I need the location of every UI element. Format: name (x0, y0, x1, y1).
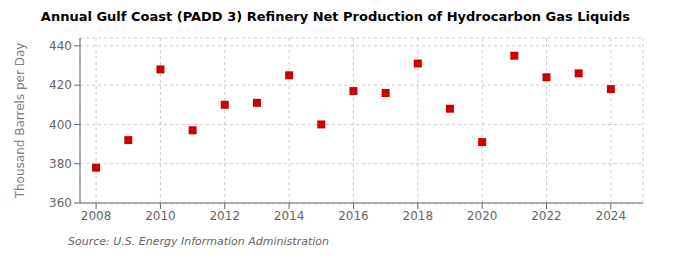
svg-text:Thousand Barrels per Day: Thousand Barrels per Day (13, 43, 27, 200)
svg-text:400: 400 (49, 118, 72, 132)
svg-text:440: 440 (49, 39, 72, 53)
svg-text:2016: 2016 (338, 209, 369, 223)
svg-text:2018: 2018 (403, 209, 434, 223)
svg-text:2024: 2024 (596, 209, 627, 223)
svg-text:2008: 2008 (81, 209, 112, 223)
svg-text:360: 360 (49, 196, 72, 210)
svg-text:2014: 2014 (274, 209, 305, 223)
html-text:Annual Gulf Coast (PADD 3) Ref: Annual Gulf Coast (PADD 3) Refinery Net … (40, 9, 631, 24)
svg-text:2022: 2022 (531, 209, 562, 223)
svg-text:2020: 2020 (467, 209, 498, 223)
svg-text:420: 420 (49, 78, 72, 92)
svg-text:2012: 2012 (209, 209, 240, 223)
html-text:Source: U.S. Energy Informatio: Source: U.S. Energy Information Administ… (68, 235, 329, 248)
svg-text:380: 380 (49, 157, 72, 171)
svg-text:2010: 2010 (145, 209, 176, 223)
